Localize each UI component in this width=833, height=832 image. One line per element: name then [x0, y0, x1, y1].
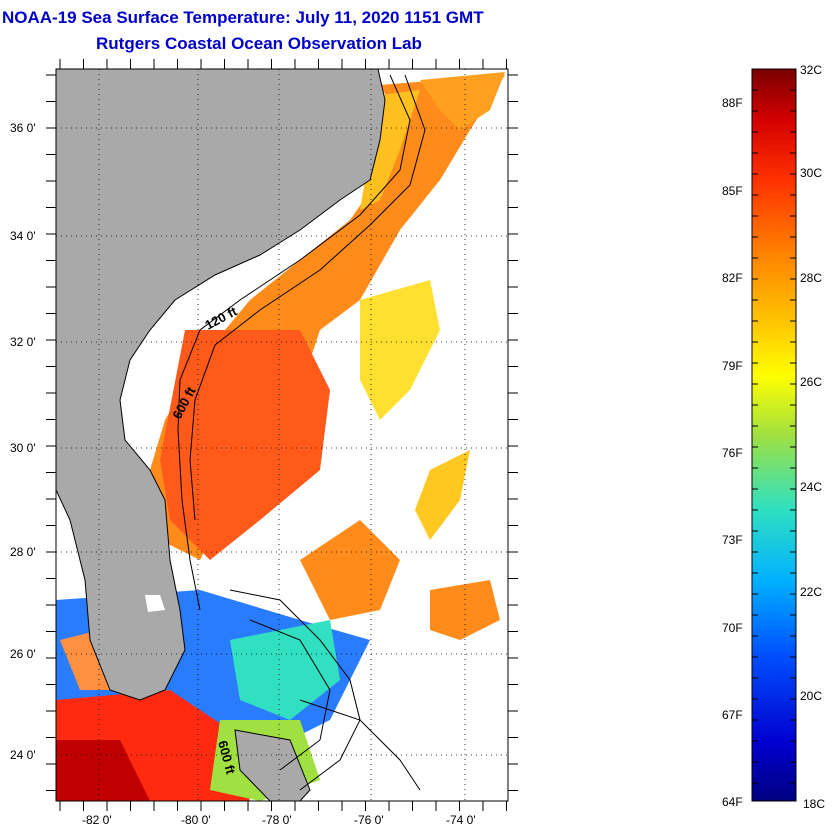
- map-panel: 120 ft 600 ft 600 ft: [56, 69, 508, 801]
- map-title: NOAA-19 Sea Surface Temperature: July 11…: [2, 8, 484, 27]
- lat-label: 28 0': [10, 545, 36, 559]
- colorbar-fahrenheit-label: 82F: [722, 271, 743, 285]
- colorbar-celsius-label: 24C: [800, 480, 822, 494]
- lat-label: 26 0': [10, 647, 36, 661]
- map-frame: [55, 68, 509, 802]
- colorbar-fahrenheit-label: 88F: [722, 96, 743, 110]
- colorbar-fahrenheit-label: 79F: [722, 359, 743, 373]
- colorbar-gradient: [751, 68, 797, 802]
- colorbar-fahrenheit-label: 64F: [722, 795, 743, 809]
- lat-label: 24 0': [10, 748, 36, 762]
- colorbar-fahrenheit-label: 73F: [722, 533, 743, 547]
- lon-label: -82 0': [82, 813, 112, 827]
- colorbar-celsius-label: 18C: [803, 797, 825, 811]
- colorbar-celsius-label: 30C: [800, 166, 822, 180]
- map-subtitle: Rutgers Coastal Ocean Observation Lab: [96, 34, 422, 53]
- lon-label: -74 0': [446, 813, 476, 827]
- lat-label: 32 0': [10, 335, 36, 349]
- lat-label: 30 0': [10, 441, 36, 455]
- land: [56, 69, 386, 801]
- colorbar-fahrenheit-label: 70F: [722, 621, 743, 635]
- colorbar-celsius-label: 26C: [800, 375, 822, 389]
- colorbar-celsius-label: 28C: [800, 271, 822, 285]
- lat-label: 36 0': [10, 121, 36, 135]
- colorbar-fahrenheit-label: 85F: [722, 184, 743, 198]
- lon-label: -80 0': [181, 813, 211, 827]
- bathymetry-contours: [177, 74, 426, 791]
- colorbar-celsius-label: 22C: [800, 585, 822, 599]
- graticule: [56, 69, 508, 801]
- colorbar-fahrenheit-label: 76F: [722, 446, 743, 460]
- axis-ticks: [46, 59, 518, 811]
- colorbar-celsius-label: 32C: [800, 63, 822, 77]
- lon-label: -76 0': [354, 813, 384, 827]
- colorbar-celsius-label: 20C: [800, 689, 822, 703]
- lat-label: 34 0': [10, 229, 36, 243]
- colorbar-fahrenheit-label: 67F: [722, 708, 743, 722]
- lon-label: -78 0': [262, 813, 292, 827]
- colorbar: 32C 30C 28C 26C 24C 22C 20C 18C 88F 85F …: [722, 63, 825, 811]
